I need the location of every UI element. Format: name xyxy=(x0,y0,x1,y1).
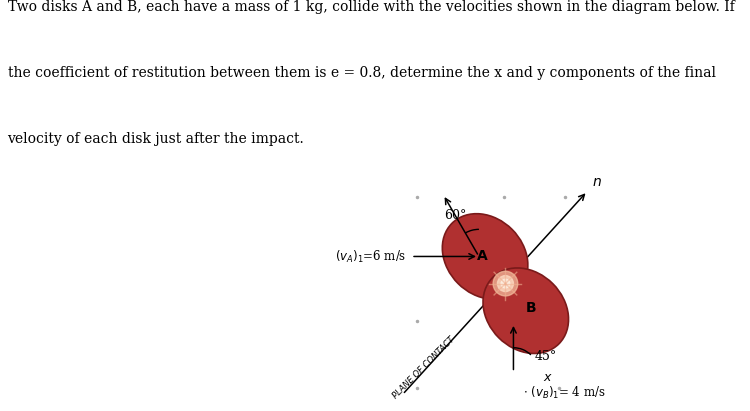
Text: velocity of each disk just after the impact.: velocity of each disk just after the imp… xyxy=(8,132,304,145)
Text: x: x xyxy=(543,371,550,384)
Text: B: B xyxy=(526,301,536,315)
Text: $\cdot$ $(v_B)_1$= 4 m/s: $\cdot$ $(v_B)_1$= 4 m/s xyxy=(524,385,606,401)
Text: Two disks A and B, each have a mass of 1 kg, collide with the velocities shown i: Two disks A and B, each have a mass of 1… xyxy=(8,0,734,14)
Text: A: A xyxy=(477,249,488,263)
Circle shape xyxy=(493,271,517,296)
Ellipse shape xyxy=(442,214,528,299)
Circle shape xyxy=(497,275,514,292)
Text: the coefficient of restitution between them is e = 0.8, determine the x and y co: the coefficient of restitution between t… xyxy=(8,66,716,80)
Circle shape xyxy=(501,279,510,288)
Text: n: n xyxy=(592,175,601,189)
Text: 45°: 45° xyxy=(535,349,556,363)
Text: $(v_A)_1$=6 m/s: $(v_A)_1$=6 m/s xyxy=(334,248,406,265)
Text: PLANE OF CONTACT: PLANE OF CONTACT xyxy=(391,335,456,400)
Ellipse shape xyxy=(483,268,568,353)
Text: 60°: 60° xyxy=(444,209,466,222)
